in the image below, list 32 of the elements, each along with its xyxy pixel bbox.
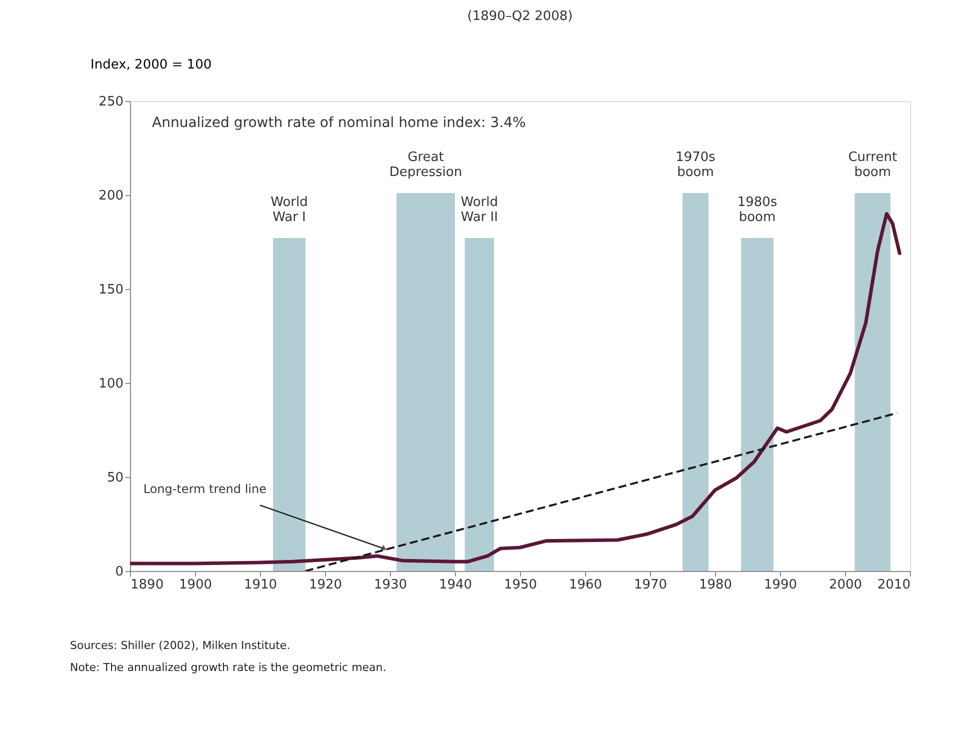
x-tick-label: 1900 [178,578,212,592]
x-tick-label: 1890 [130,578,164,592]
x-tick-label: 1940 [438,578,472,592]
band-label: World War II [460,195,498,225]
y-tick-label: 100 [98,376,124,392]
band-label: 1980s boom [737,195,778,225]
x-tick-label: 1930 [374,578,408,592]
line-series [130,212,902,566]
y-tick-label: 150 [98,282,124,298]
x-tick-label: 1970 [634,578,668,592]
y-tick-label: 50 [106,470,124,486]
y-tick-label: 250 [98,94,124,110]
y-axis-title: Index, 2000 = 100 [90,58,212,72]
y-tick-label: 200 [98,188,124,204]
source-note: Sources: Shiller (2002), Milken Institute. [70,639,290,652]
x-tick-label: 1920 [308,578,342,592]
annotation: Long-term trend line [143,482,266,496]
band-label: 1970s boom [676,150,716,180]
y-tick-label: 0 [115,564,124,580]
chart-title: (1890–Q2 2008) [467,9,573,24]
x-tick-label: 1960 [568,578,602,592]
x-tick-label: 1910 [244,578,278,592]
x-tick-label: 2000 [828,578,862,592]
x-tick-label: 1950 [504,578,538,592]
x-tick-label: 1990 [764,578,798,592]
annotation: Annualized growth rate of nominal home index: 3.4% [152,115,526,131]
band-label: World War I [270,195,308,225]
x-tick-label: 2010 [877,578,910,592]
x-tick-label: 1980 [698,578,732,592]
band-label: Great Depression [389,150,462,180]
text: Note: The annualized growth rate is the geometric mean. [70,661,386,674]
band-label: Current boom [848,150,898,180]
